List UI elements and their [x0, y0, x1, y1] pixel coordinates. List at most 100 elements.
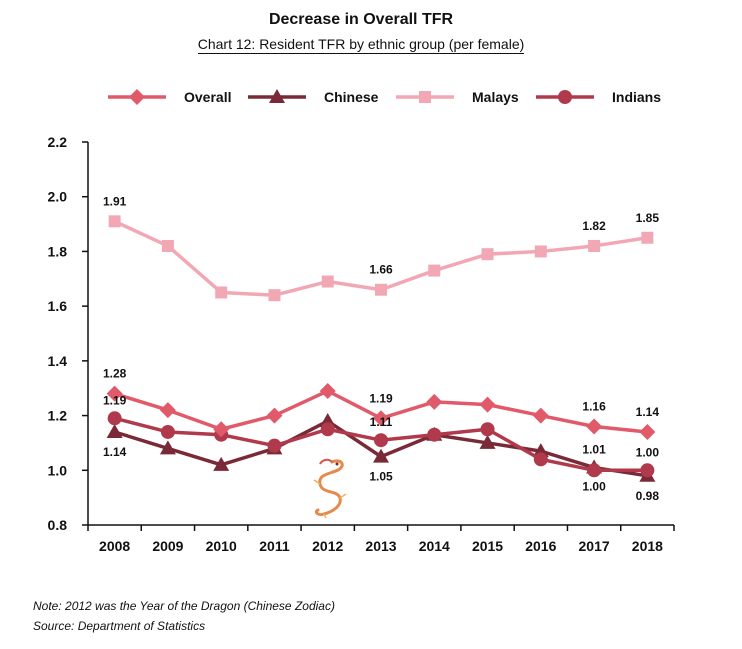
data-label: 1.66: [369, 263, 393, 277]
chart-legend: Overall Chinese Malays Indians: [108, 89, 661, 105]
data-point-chinese: [106, 423, 123, 438]
data-label: 1.01: [582, 443, 606, 457]
data-point-indians: [267, 438, 282, 453]
data-point-chinese: [479, 434, 496, 449]
series-line-chinese: [114, 419, 648, 478]
data-point-overall: [426, 393, 443, 410]
dragon-icon: [313, 458, 347, 519]
legend-label: Malays: [472, 89, 519, 105]
data-point-overall: [532, 407, 549, 424]
y-tick-label: 1.0: [48, 462, 68, 478]
data-point-chinese: [159, 440, 176, 455]
data-point-malays: [534, 245, 547, 258]
x-tick-label: 2014: [419, 538, 450, 554]
data-label: 1.19: [369, 391, 393, 405]
data-point-indians: [107, 411, 122, 426]
data-label: 1.82: [582, 219, 606, 233]
data-point-malays: [588, 239, 601, 252]
legend-label: Indians: [612, 89, 661, 105]
legend-label: Overall: [184, 89, 231, 105]
data-point-overall: [479, 396, 496, 413]
chart-subtitle-text: Chart 12: Resident TFR by ethnic group (…: [197, 36, 525, 54]
data-point-overall: [586, 418, 603, 435]
data-point-overall: [159, 402, 176, 419]
data-point-overall: [319, 382, 336, 399]
data-point-malays: [641, 231, 654, 244]
legend-item-indians: Indians: [536, 89, 661, 105]
data-label: 1.16: [582, 400, 606, 414]
legend-item-overall: Overall: [108, 89, 231, 105]
series-indians: [107, 411, 655, 478]
data-point-chinese: [213, 456, 230, 471]
data-point-malays: [161, 239, 174, 252]
y-tick-label: 1.6: [48, 298, 68, 314]
data-label: 1.28: [103, 367, 127, 381]
data-point-malays: [321, 275, 334, 288]
x-tick-label: 2017: [579, 538, 610, 554]
x-tick-label: 2010: [206, 538, 237, 554]
data-point-malays: [375, 283, 387, 296]
x-tick-label: 2011: [259, 538, 290, 554]
x-tick-label: 2013: [365, 538, 396, 554]
data-point-indians: [374, 433, 388, 448]
y-tick-label: 1.2: [48, 408, 68, 424]
data-label: 1.00: [636, 445, 660, 459]
data-point-malays: [481, 248, 494, 261]
data-label: 1.11: [370, 415, 393, 429]
chart-axes: 0.8 1.0 1.2 1.4 1.6 1.8 2.0 2.2 2008 2009 2010 2011…: [48, 134, 675, 554]
x-tick-label: 2015: [472, 538, 503, 554]
legend-item-malays: Malays: [396, 89, 519, 105]
data-point-indians: [480, 422, 495, 437]
data-point-malays: [215, 286, 228, 299]
y-tick-label: 2.2: [48, 134, 68, 150]
x-tick-label: 2009: [152, 538, 183, 554]
data-point-overall: [106, 385, 123, 402]
series-malays: [108, 215, 654, 302]
legend-item-chinese: Chinese: [248, 89, 379, 105]
data-label: 1.14: [103, 445, 127, 459]
x-tick-label: 2012: [312, 538, 343, 554]
legend-marker: [129, 89, 145, 105]
data-point-malays: [268, 289, 281, 302]
data-label: 1.05: [369, 470, 393, 484]
legend-marker: [269, 89, 285, 103]
data-label-layer: 1.91 1.66 1.82 1.85 1.14 1.05 1.01 0.98 1.19 1.11…: [103, 194, 659, 502]
y-tick-label: 0.8: [48, 517, 68, 533]
data-label: 1.00: [582, 479, 606, 493]
data-point-indians: [587, 463, 602, 478]
data-point-indians: [160, 424, 175, 439]
data-label: 1.19: [103, 393, 127, 407]
data-point-overall: [266, 407, 283, 424]
data-point-indians: [427, 427, 442, 442]
data-label: 1.14: [636, 405, 660, 419]
chart-notes: Note: 2012 was the Year of the Dragon (C…: [33, 596, 335, 636]
data-label: 1.91: [103, 194, 127, 208]
y-tick-label: 2.0: [48, 189, 68, 205]
data-label: 0.98: [636, 489, 660, 503]
chart-subtitle: Chart 12: Resident TFR by ethnic group (…: [0, 36, 722, 54]
y-tick-label: 1.4: [48, 353, 68, 369]
data-point-indians: [533, 452, 548, 467]
data-label: 1.85: [636, 211, 660, 225]
source-text: Source: Department of Statistics: [33, 619, 206, 633]
data-point-indians: [320, 422, 335, 437]
data-point-overall: [639, 423, 656, 440]
data-point-malays: [108, 215, 121, 228]
series-layer: [106, 215, 656, 482]
series-overall: [106, 382, 656, 440]
x-tick-label: 2016: [525, 538, 556, 554]
legend-label: Chinese: [324, 89, 379, 105]
chart-title: Decrease in Overall TFR: [268, 11, 454, 28]
data-point-indians: [640, 463, 655, 478]
legend-marker: [558, 90, 572, 104]
legend-marker: [419, 91, 431, 103]
x-tick-label: 2008: [99, 538, 130, 554]
data-point-malays: [428, 264, 441, 277]
data-point-overall: [373, 410, 389, 427]
x-tick-label: 2018: [632, 538, 663, 554]
note-text: Note: 2012 was the Year of the Dragon (C…: [33, 599, 335, 613]
y-tick-label: 1.8: [48, 243, 68, 259]
data-point-overall: [213, 421, 230, 438]
data-point-chinese: [373, 448, 389, 463]
